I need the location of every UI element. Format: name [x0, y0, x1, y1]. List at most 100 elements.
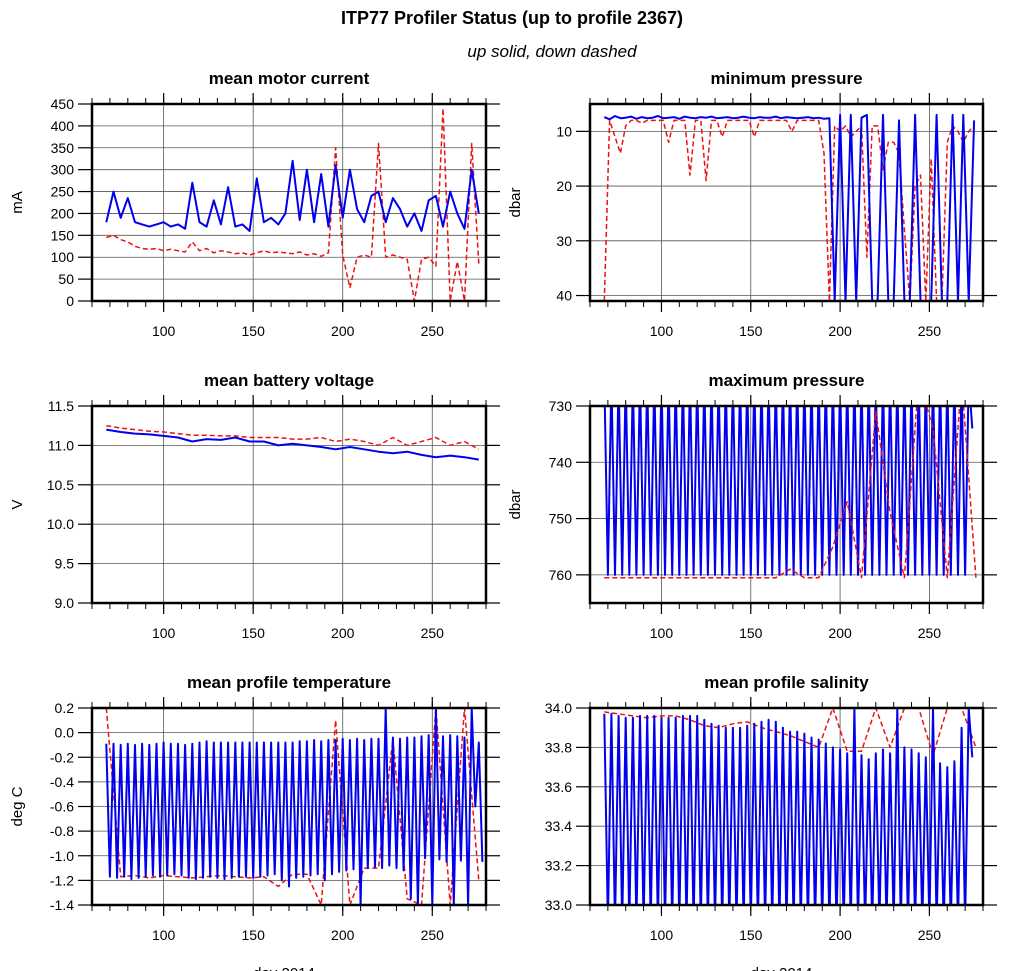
x-tick-label: 150 — [739, 927, 763, 943]
up-profile-line — [603, 406, 974, 576]
y-tick-label: -0.6 — [50, 799, 74, 815]
up-profile-line — [603, 113, 976, 301]
y-tick-label: 33.4 — [545, 818, 572, 834]
y-tick-label: -0.8 — [50, 823, 74, 839]
plot-frame — [90, 404, 488, 605]
x-tick-label: 250 — [421, 927, 445, 943]
y-tick-label: 0.2 — [55, 700, 75, 716]
x-tick-label: 150 — [242, 323, 266, 339]
y-axis-label: dbar — [507, 489, 524, 519]
y-tick-label: -0.2 — [50, 749, 74, 765]
panel-title: mean profile temperature — [187, 673, 391, 692]
y-tick-label: 150 — [51, 227, 75, 243]
x-tick-label: 150 — [739, 323, 763, 339]
down-profile-line — [603, 119, 975, 301]
x-tick-label: 200 — [828, 625, 852, 641]
y-tick-label: 730 — [549, 398, 573, 414]
down-profile-line — [105, 708, 480, 905]
x-tick-label: 100 — [650, 927, 674, 943]
x-tick-label: 200 — [331, 323, 355, 339]
x-tick-label: 150 — [739, 625, 763, 641]
panel-mean-battery-voltage: mean battery voltage 100 150 200 250 9.0 9.5 10… — [9, 371, 500, 641]
up-profile-line — [105, 708, 484, 905]
up-profile-line — [105, 159, 480, 232]
plot-frame — [90, 102, 488, 303]
y-tick-label: 40 — [556, 288, 572, 304]
down-profile-line — [106, 424, 480, 450]
down-profile-line — [106, 107, 480, 301]
figure-title: ITP77 Profiler Status (up to profile 236… — [341, 8, 683, 28]
panel-minimum-pressure: minimum pressure 100 150 200 250 10 20 30 40 dbar — [507, 69, 997, 339]
series-group — [106, 424, 480, 461]
x-axis-label: day 2014 — [751, 965, 813, 971]
x-tick-label: 200 — [331, 927, 355, 943]
y-tick-label: 10.5 — [47, 477, 74, 493]
y-tick-label: 0 — [66, 293, 74, 309]
series-group — [603, 708, 977, 905]
x-tick-label: 250 — [421, 323, 445, 339]
y-tick-label: 250 — [51, 184, 75, 200]
y-tick-label: 10.0 — [47, 516, 74, 532]
panel-title: mean motor current — [209, 69, 370, 88]
plot-frame — [588, 102, 985, 303]
down-profile-line — [604, 406, 977, 579]
y-tick-label: 9.0 — [55, 595, 75, 611]
up-profile-line — [106, 428, 479, 461]
y-tick-label: 200 — [51, 205, 75, 221]
plot-frame — [90, 706, 488, 907]
panel-title: maximum pressure — [709, 371, 865, 390]
y-tick-label: -1.2 — [50, 872, 74, 888]
y-tick-label: -1.4 — [50, 897, 74, 913]
series-group — [105, 107, 480, 301]
y-axis-label: mA — [9, 191, 26, 214]
figure-subtitle: up solid, down dashed — [467, 42, 637, 61]
y-tick-label: 760 — [549, 567, 573, 583]
panel-mean-profile-salinity: mean profile salinity 100 150 200 250 33.0 33.… — [545, 673, 997, 971]
y-tick-label: -1.0 — [50, 848, 74, 864]
panel-mean-motor-current: mean motor current 100 150 200 250 0 50 100 150 2… — [9, 69, 500, 339]
x-tick-label: 200 — [828, 323, 852, 339]
y-tick-label: 50 — [58, 271, 74, 287]
y-tick-label: 750 — [549, 511, 573, 527]
x-tick-label: 250 — [918, 323, 942, 339]
y-tick-label: 33.2 — [545, 858, 572, 874]
series-group — [603, 406, 977, 579]
y-tick-label: 11.0 — [48, 437, 74, 453]
y-tick-label: -0.4 — [50, 774, 74, 790]
y-tick-label: 400 — [51, 118, 75, 134]
x-axis-label: day 2014 — [253, 965, 315, 971]
up-profile-line — [603, 708, 974, 905]
y-tick-label: 450 — [51, 96, 75, 112]
panel-maximum-pressure: maximum pressure 100 150 200 250 730 740 750 760… — [507, 371, 997, 641]
x-tick-label: 100 — [650, 625, 674, 641]
panel-title: mean battery voltage — [204, 371, 374, 390]
x-tick-label: 200 — [828, 927, 852, 943]
y-tick-label: 20 — [556, 178, 572, 194]
x-tick-label: 150 — [242, 625, 266, 641]
panel-mean-profile-temperature: mean profile temperature 100 150 200 250 -1.4… — [9, 673, 500, 971]
x-tick-label: 100 — [152, 927, 176, 943]
y-tick-label: 350 — [51, 140, 75, 156]
y-tick-label: 34.0 — [545, 700, 572, 716]
y-tick-label: 9.5 — [55, 556, 75, 572]
y-axis-label: dbar — [507, 187, 524, 217]
y-tick-label: 11.5 — [48, 398, 74, 414]
plot-frame — [588, 706, 985, 907]
y-tick-label: 33.6 — [545, 779, 572, 795]
y-tick-label: 0.0 — [55, 725, 75, 741]
x-tick-label: 100 — [152, 323, 176, 339]
x-tick-label: 200 — [331, 625, 355, 641]
y-tick-label: 740 — [549, 454, 573, 470]
panel-title: minimum pressure — [710, 69, 862, 88]
x-tick-label: 100 — [650, 323, 674, 339]
x-tick-label: 250 — [918, 927, 942, 943]
y-tick-label: 30 — [556, 233, 572, 249]
x-tick-label: 150 — [242, 927, 266, 943]
series-group — [105, 708, 484, 905]
series-group — [603, 113, 976, 301]
y-tick-label: 33.0 — [545, 897, 572, 913]
x-tick-label: 250 — [918, 625, 942, 641]
x-tick-label: 100 — [152, 625, 176, 641]
plot-frame — [588, 404, 985, 605]
